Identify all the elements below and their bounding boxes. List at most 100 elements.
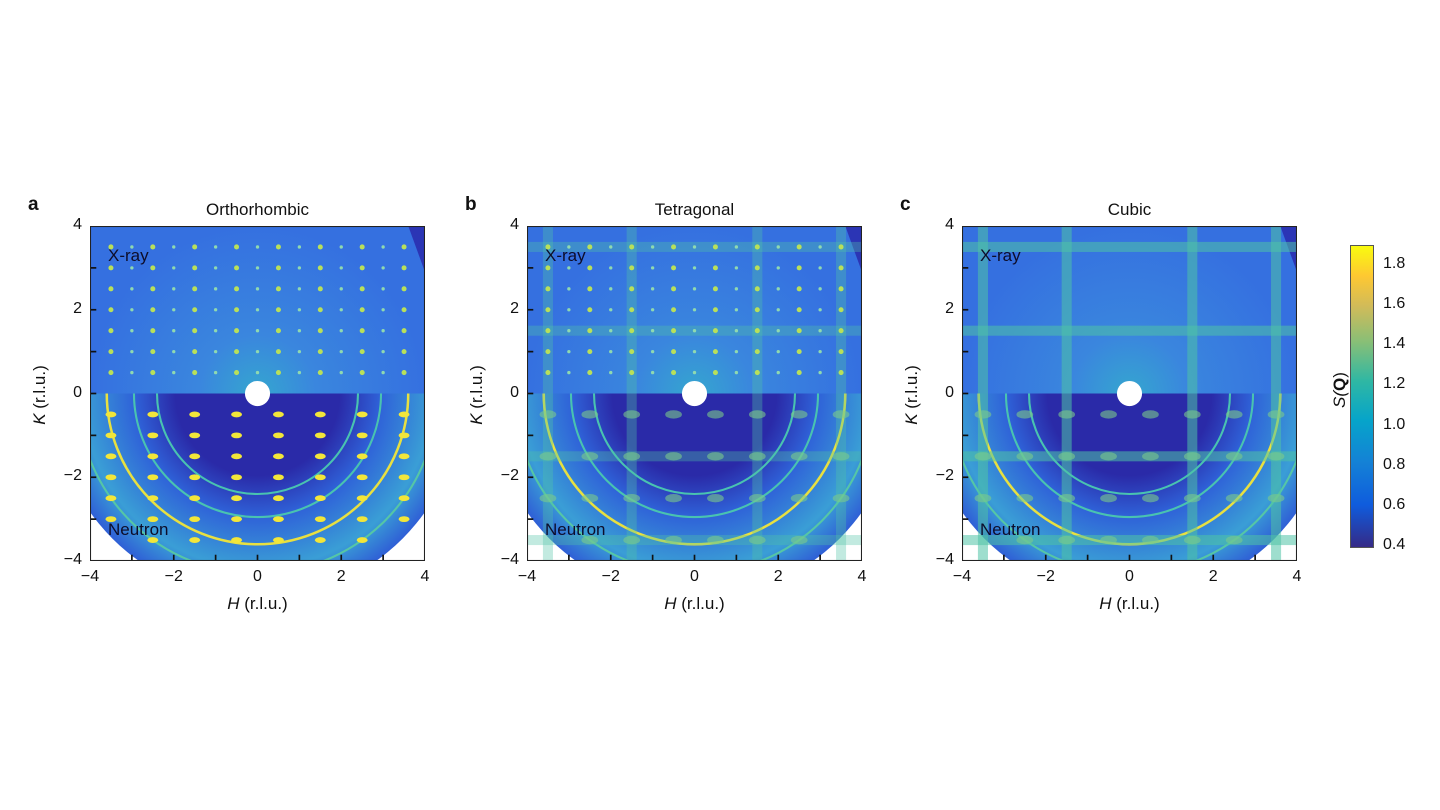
bragg-peak: [272, 474, 284, 481]
bragg-peak: [108, 328, 114, 334]
bragg-peak: [734, 349, 739, 354]
bragg-peak: [1142, 452, 1159, 461]
bragg-peak: [359, 307, 365, 313]
bragg-peak: [275, 286, 281, 292]
bragg-peak: [734, 370, 739, 375]
y-axis-label: K (r.l.u.): [467, 365, 486, 425]
y-tick-label: 0: [510, 383, 519, 401]
bragg-peak: [356, 432, 368, 439]
bragg-peak: [671, 370, 677, 376]
bragg-peak: [1183, 494, 1201, 503]
x-tick-label: −2: [164, 568, 183, 585]
bragg-peak: [712, 265, 718, 271]
bragg-peak: [790, 452, 808, 461]
detector-gap: [408, 226, 425, 273]
bragg-peak: [130, 266, 134, 270]
bragg-peak: [172, 370, 176, 375]
bragg-peak: [255, 329, 260, 333]
x-tick-label: 4: [420, 568, 430, 585]
bragg-peak: [297, 308, 302, 312]
y-tick-label: −2: [935, 467, 954, 485]
bragg-peak: [671, 265, 677, 271]
bragg-peak: [1058, 494, 1076, 503]
bragg-peak: [231, 411, 243, 418]
bragg-peak: [734, 245, 739, 249]
bragg-peak: [108, 286, 114, 292]
panel-title: Tetragonal: [654, 200, 735, 219]
bragg-peak: [1058, 452, 1076, 461]
bragg-peak: [356, 516, 368, 523]
bragg-peak: [339, 287, 343, 291]
bragg-peak: [213, 329, 218, 333]
bragg-peak: [297, 329, 302, 333]
bragg-peak: [297, 266, 302, 270]
powder-ring: [155, 393, 360, 496]
bragg-peak: [650, 349, 655, 354]
bragg-peak: [339, 308, 343, 312]
bragg-peak: [272, 516, 284, 523]
bragg-peak: [381, 308, 385, 312]
xray-label: X-ray: [108, 246, 149, 265]
bragg-peak: [189, 411, 201, 418]
bragg-peak: [150, 307, 156, 313]
bragg-peak: [1100, 535, 1117, 545]
bragg-peak: [671, 307, 677, 313]
bragg-peak: [974, 410, 992, 419]
diffuse-rod: [527, 535, 862, 546]
bragg-peak: [707, 410, 724, 419]
bragg-peak: [339, 370, 343, 375]
bragg-peak: [796, 328, 802, 334]
bragg-peak: [213, 266, 218, 270]
bragg-peak: [234, 349, 240, 355]
bragg-peak: [130, 287, 134, 291]
bragg-peak: [130, 349, 134, 354]
bragg-peak: [398, 432, 410, 439]
bragg-peak: [401, 286, 407, 292]
bragg-peak: [712, 328, 718, 334]
bragg-peak: [754, 349, 760, 355]
xray-label: X-ray: [545, 246, 586, 265]
bragg-peak: [150, 349, 156, 355]
bragg-peak: [832, 494, 850, 503]
bragg-peak: [255, 370, 260, 375]
bragg-peak: [1183, 535, 1201, 545]
bragg-peak: [213, 245, 218, 249]
powder-ring: [542, 393, 847, 546]
bragg-peak: [754, 244, 760, 250]
colorbar-tick-label: 0.4: [1383, 536, 1406, 553]
bragg-peak: [581, 410, 599, 419]
bragg-peak: [398, 411, 410, 418]
bragg-peak: [150, 265, 156, 271]
bragg-peak: [1142, 494, 1159, 503]
bragg-peak: [172, 287, 176, 291]
bragg-peak: [796, 244, 802, 250]
bragg-peak: [545, 349, 551, 355]
bragg-peak: [1183, 410, 1201, 419]
bragg-peak: [838, 370, 844, 376]
bragg-peak: [567, 308, 571, 312]
bragg-peak: [776, 287, 780, 291]
powder-ring: [569, 393, 820, 519]
powder-ring: [1004, 393, 1255, 519]
bragg-peak: [629, 328, 635, 334]
bragg-peak: [734, 266, 739, 270]
x-tick-label: 2: [1208, 568, 1218, 585]
diffuse-rod: [752, 226, 763, 561]
bragg-peak: [587, 307, 593, 313]
bragg-peak: [147, 474, 159, 481]
bragg-peak: [172, 308, 176, 312]
bragg-peak: [231, 474, 243, 481]
bragg-peak: [545, 265, 551, 271]
bragg-peak: [147, 537, 159, 543]
bragg-peak: [398, 474, 410, 481]
bragg-peak: [712, 244, 718, 250]
colorbar-tick-label: 1.0: [1383, 415, 1406, 433]
diffuse-rod: [1061, 226, 1072, 561]
bragg-peak: [665, 494, 682, 503]
bragg-peak: [629, 307, 635, 313]
diffuse-rod: [962, 535, 1297, 546]
bragg-peak: [545, 328, 551, 334]
bragg-peak: [105, 453, 117, 460]
bragg-peak: [1058, 410, 1076, 419]
bragg-peak: [671, 286, 677, 292]
